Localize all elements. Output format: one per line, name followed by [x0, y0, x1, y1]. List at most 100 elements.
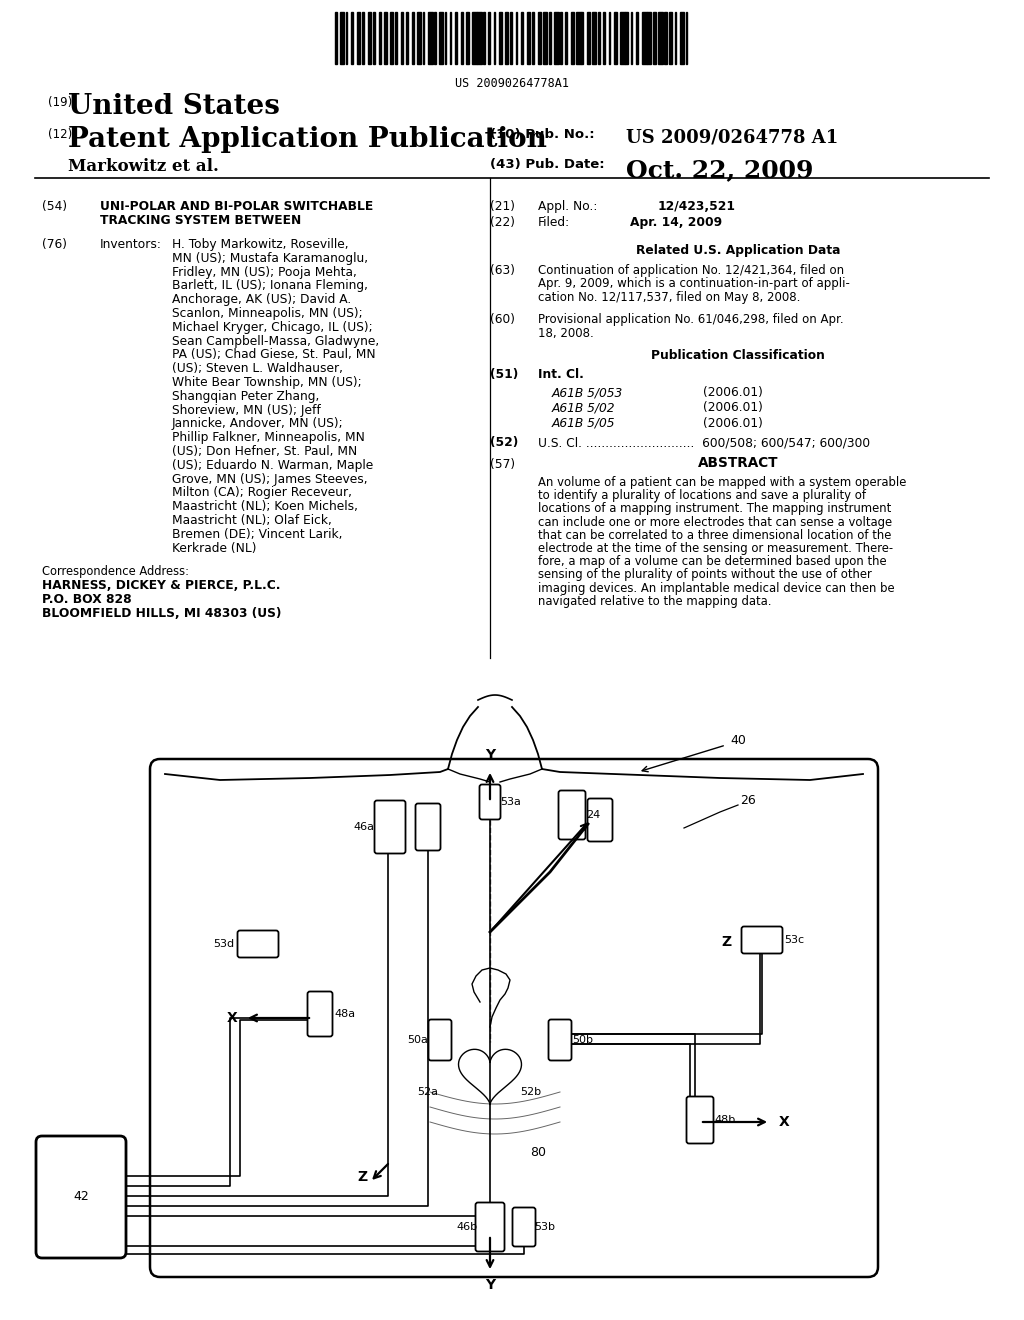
- Text: Scanlon, Minneapolis, MN (US);: Scanlon, Minneapolis, MN (US);: [172, 308, 362, 319]
- Bar: [669, 12, 672, 63]
- Text: 46a: 46a: [353, 822, 374, 832]
- Bar: [488, 12, 489, 63]
- Bar: [587, 12, 591, 63]
- Bar: [423, 12, 424, 63]
- Text: (10) Pub. No.:: (10) Pub. No.:: [490, 128, 595, 141]
- Text: White Bear Township, MN (US);: White Bear Township, MN (US);: [172, 376, 361, 389]
- Text: Bremen (DE); Vincent Larik,: Bremen (DE); Vincent Larik,: [172, 528, 342, 541]
- Text: (2006.01): (2006.01): [703, 401, 763, 414]
- Text: 48a: 48a: [334, 1008, 355, 1019]
- Text: Provisional application No. 61/046,298, filed on Apr.: Provisional application No. 61/046,298, …: [538, 313, 844, 326]
- FancyBboxPatch shape: [549, 1019, 571, 1060]
- Bar: [390, 12, 393, 63]
- Bar: [647, 12, 650, 63]
- Text: to identify a plurality of locations and save a plurality of: to identify a plurality of locations and…: [538, 490, 866, 502]
- Text: (US); Don Hefner, St. Paul, MN: (US); Don Hefner, St. Paul, MN: [172, 445, 357, 458]
- Text: (60): (60): [490, 313, 515, 326]
- Bar: [374, 12, 375, 63]
- Text: cation No. 12/117,537, filed on May 8, 2008.: cation No. 12/117,537, filed on May 8, 2…: [538, 290, 801, 304]
- Bar: [472, 12, 477, 63]
- Bar: [565, 12, 567, 63]
- Text: Phillip Falkner, Minneapolis, MN: Phillip Falkner, Minneapolis, MN: [172, 432, 365, 445]
- Bar: [526, 12, 530, 63]
- Text: Apr. 9, 2009, which is a continuation-in-part of appli-: Apr. 9, 2009, which is a continuation-in…: [538, 277, 850, 290]
- FancyBboxPatch shape: [558, 791, 586, 840]
- Text: (2006.01): (2006.01): [703, 417, 763, 430]
- Bar: [467, 12, 469, 63]
- Text: Kerkrade (NL): Kerkrade (NL): [172, 541, 256, 554]
- Bar: [494, 12, 496, 63]
- Text: Related U.S. Application Data: Related U.S. Application Data: [636, 244, 841, 257]
- Text: 42: 42: [73, 1191, 89, 1204]
- Bar: [444, 12, 445, 63]
- Bar: [340, 12, 344, 63]
- Text: UNI-POLAR AND BI-POLAR SWITCHABLE: UNI-POLAR AND BI-POLAR SWITCHABLE: [100, 201, 374, 213]
- Text: Michael Kryger, Chicago, IL (US);: Michael Kryger, Chicago, IL (US);: [172, 321, 373, 334]
- Text: Grove, MN (US); James Steeves,: Grove, MN (US); James Steeves,: [172, 473, 368, 486]
- Text: A61B 5/053: A61B 5/053: [552, 385, 624, 399]
- Text: that can be correlated to a three dimensional location of the: that can be correlated to a three dimens…: [538, 529, 891, 541]
- Bar: [538, 12, 542, 63]
- Text: Maastricht (NL); Olaf Eick,: Maastricht (NL); Olaf Eick,: [172, 513, 332, 527]
- Text: Z: Z: [357, 1170, 367, 1184]
- Text: 18, 2008.: 18, 2008.: [538, 326, 594, 339]
- Text: (43) Pub. Date:: (43) Pub. Date:: [490, 158, 604, 172]
- Text: X: X: [778, 1115, 790, 1129]
- Bar: [652, 12, 656, 63]
- Bar: [439, 12, 442, 63]
- Text: Shoreview, MN (US); Jeff: Shoreview, MN (US); Jeff: [172, 404, 321, 417]
- Text: PA (US); Chad Giese, St. Paul, MN: PA (US); Chad Giese, St. Paul, MN: [172, 348, 376, 362]
- FancyBboxPatch shape: [36, 1137, 126, 1258]
- Bar: [532, 12, 534, 63]
- Text: (57): (57): [490, 458, 515, 471]
- Text: Barlett, IL (US); Ionana Fleming,: Barlett, IL (US); Ionana Fleming,: [172, 280, 368, 293]
- Text: 12/423,521: 12/423,521: [658, 201, 736, 213]
- Bar: [379, 12, 381, 63]
- Text: Milton (CA); Rogier Receveur,: Milton (CA); Rogier Receveur,: [172, 486, 352, 499]
- Text: US 2009/0264778 A1: US 2009/0264778 A1: [626, 128, 839, 147]
- Bar: [428, 12, 433, 63]
- Bar: [521, 12, 522, 63]
- Text: P.O. BOX 828: P.O. BOX 828: [42, 594, 132, 606]
- Text: United States: United States: [68, 92, 280, 120]
- Bar: [685, 12, 687, 63]
- Bar: [570, 12, 574, 63]
- Bar: [664, 12, 668, 63]
- Text: imaging devices. An implantable medical device can then be: imaging devices. An implantable medical …: [538, 582, 895, 594]
- FancyBboxPatch shape: [416, 804, 440, 850]
- Text: BLOOMFIELD HILLS, MI 48303 (US): BLOOMFIELD HILLS, MI 48303 (US): [42, 607, 282, 620]
- Bar: [675, 12, 676, 63]
- Text: Anchorage, AK (US); David A.: Anchorage, AK (US); David A.: [172, 293, 351, 306]
- Bar: [516, 12, 517, 63]
- Text: Filed:: Filed:: [538, 216, 570, 228]
- FancyBboxPatch shape: [307, 991, 333, 1036]
- Bar: [505, 12, 508, 63]
- Text: Shangqian Peter Zhang,: Shangqian Peter Zhang,: [172, 389, 319, 403]
- Text: Continuation of application No. 12/421,364, filed on: Continuation of application No. 12/421,3…: [538, 264, 844, 277]
- Text: 80: 80: [530, 1146, 546, 1159]
- Bar: [609, 12, 610, 63]
- Text: electrode at the time of the sensing or measurement. There-: electrode at the time of the sensing or …: [538, 543, 893, 554]
- Text: H. Toby Markowitz, Roseville,: H. Toby Markowitz, Roseville,: [172, 238, 348, 251]
- Bar: [510, 12, 512, 63]
- Text: 26: 26: [740, 793, 756, 807]
- Text: Publication Classification: Publication Classification: [651, 348, 825, 362]
- FancyBboxPatch shape: [428, 1019, 452, 1060]
- FancyBboxPatch shape: [475, 1203, 505, 1251]
- Bar: [626, 12, 628, 63]
- Text: 53b: 53b: [534, 1222, 555, 1232]
- Text: locations of a mapping instrument. The mapping instrument: locations of a mapping instrument. The m…: [538, 503, 891, 515]
- FancyBboxPatch shape: [741, 927, 782, 953]
- FancyBboxPatch shape: [150, 759, 878, 1276]
- Text: An volume of a patient can be mapped with a system operable: An volume of a patient can be mapped wit…: [538, 477, 906, 488]
- Text: 40: 40: [730, 734, 745, 747]
- Text: 50a: 50a: [408, 1035, 428, 1045]
- Text: fore, a map of a volume can be determined based upon the: fore, a map of a volume can be determine…: [538, 556, 887, 568]
- Bar: [549, 12, 551, 63]
- Text: 48b: 48b: [714, 1115, 735, 1125]
- Text: ABSTRACT: ABSTRACT: [697, 455, 778, 470]
- Text: (52): (52): [490, 436, 518, 449]
- Bar: [461, 12, 464, 63]
- Text: (12): (12): [48, 128, 73, 141]
- Text: (22): (22): [490, 216, 515, 228]
